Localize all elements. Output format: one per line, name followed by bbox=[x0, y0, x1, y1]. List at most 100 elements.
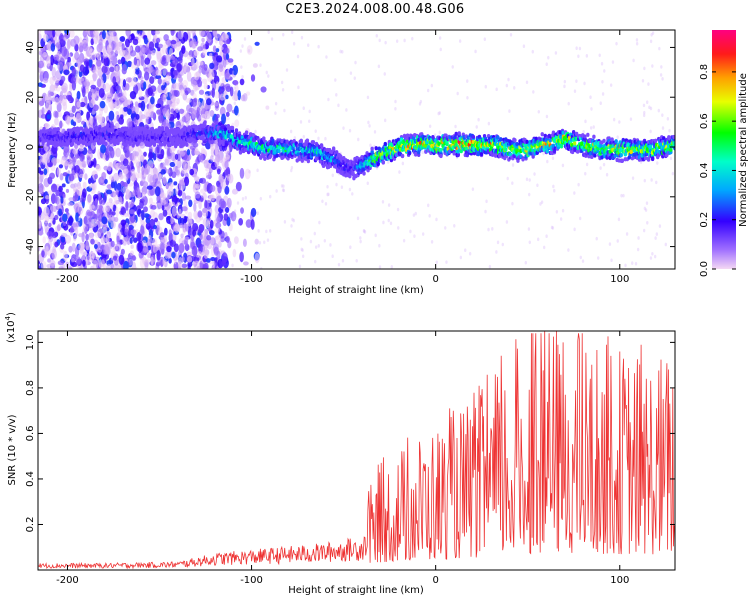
spectrogram-cell bbox=[127, 108, 132, 115]
spectrogram-cell bbox=[81, 120, 85, 125]
spectrogram-cell bbox=[44, 123, 49, 128]
spectrogram-cell bbox=[156, 249, 161, 261]
spectrogram-cell bbox=[257, 229, 260, 233]
spectrogram-cell bbox=[160, 243, 165, 253]
spectrogram-cell bbox=[40, 260, 47, 269]
spectrogram-cell bbox=[90, 218, 95, 229]
spectrogram-cell bbox=[290, 165, 294, 170]
spectrogram-cell bbox=[563, 79, 567, 84]
spectrogram-cell bbox=[169, 47, 174, 59]
spectrogram-cell bbox=[93, 157, 97, 168]
spectrogram-cell bbox=[241, 197, 245, 201]
spectrogram-cell bbox=[656, 161, 659, 165]
spectrogram-cell bbox=[631, 176, 635, 180]
spectrogram-cell bbox=[40, 113, 47, 119]
spectrogram-cell bbox=[487, 121, 491, 126]
spectrogram-cell bbox=[575, 46, 578, 51]
spectrogram-cell bbox=[66, 38, 71, 50]
spectrogram-cell bbox=[166, 109, 171, 121]
spectrogram-cell bbox=[186, 55, 193, 60]
spectrogram-cell bbox=[73, 202, 80, 213]
spectrogram-cell bbox=[224, 207, 230, 213]
spectrogram-cell bbox=[89, 79, 95, 86]
spectrogram-cell bbox=[132, 38, 139, 46]
spectrogram-cell bbox=[438, 130, 441, 135]
spectrogram-cell bbox=[366, 95, 370, 100]
spectrogram-cell bbox=[582, 130, 585, 134]
spectrogram-cell bbox=[239, 49, 243, 53]
spectrogram-cell bbox=[99, 100, 106, 109]
spectrogram-cell bbox=[166, 245, 172, 253]
spectrogram-cell bbox=[202, 48, 207, 56]
spectrogram-cell bbox=[217, 184, 222, 194]
spectrogram-cell bbox=[135, 53, 140, 60]
spectrogram-cell bbox=[156, 143, 160, 154]
spectrogram-cell bbox=[483, 37, 487, 42]
spectrogram-cell bbox=[326, 192, 329, 197]
spectrogram-cell bbox=[182, 79, 188, 89]
spectrogram-cell bbox=[141, 166, 145, 176]
spectrogram-cell bbox=[642, 103, 646, 108]
spectrogram-cell bbox=[155, 202, 162, 210]
spectrogram-cell bbox=[585, 54, 589, 58]
spectrogram-cell bbox=[134, 103, 139, 115]
spectrogram-cell bbox=[437, 111, 440, 116]
spectrogram-cell bbox=[244, 168, 251, 180]
spectrogram-cell bbox=[158, 212, 164, 221]
spectrogram-cell bbox=[119, 171, 124, 179]
spectrogram-cell bbox=[629, 117, 633, 121]
spectrogram-cell bbox=[140, 155, 145, 160]
spectrogram-cell bbox=[201, 99, 206, 108]
spectrogram-cell bbox=[168, 257, 172, 264]
spectrogram-cell bbox=[199, 61, 204, 66]
spectrogram-cell bbox=[235, 84, 239, 94]
spectrogram-cell bbox=[214, 35, 219, 44]
spectrogram-cell bbox=[89, 30, 94, 36]
spectrogram-cell bbox=[73, 165, 80, 174]
spectrogram-cell bbox=[240, 94, 246, 102]
spectrogram-cell bbox=[307, 43, 310, 48]
spectrogram-cell bbox=[146, 63, 153, 75]
spectrogram-cell bbox=[528, 240, 531, 245]
spectrogram-cell bbox=[622, 193, 625, 198]
spectrogram-cell bbox=[134, 144, 140, 152]
spectrogram-cell bbox=[94, 173, 98, 179]
spectrogram-cell bbox=[225, 111, 230, 117]
spectrogram-cell bbox=[260, 86, 267, 93]
spectrogram-cell bbox=[102, 53, 108, 59]
spectrogram-cell bbox=[225, 235, 230, 243]
spectrogram-cell bbox=[89, 48, 95, 56]
spectrogram-cell bbox=[458, 39, 462, 43]
spectrogram-cell bbox=[122, 106, 129, 112]
spectrogram-cell bbox=[445, 260, 448, 264]
spectrogram-cell bbox=[370, 146, 374, 151]
spectrogram-cell bbox=[314, 129, 317, 133]
spectrogram-cell bbox=[280, 184, 284, 188]
spectrogram-cell bbox=[281, 188, 285, 192]
spectrogram-cell bbox=[108, 175, 115, 181]
spectrogram-cell bbox=[231, 70, 235, 74]
spectrogram-cell bbox=[219, 175, 225, 183]
spectrogram-cell bbox=[637, 236, 640, 240]
spectrogram-cell bbox=[98, 38, 103, 46]
spectrogram-cell bbox=[107, 98, 113, 108]
spectrogram-cell bbox=[88, 58, 93, 68]
spectrogram-cell bbox=[197, 210, 203, 218]
spectrogram-cell bbox=[103, 56, 109, 67]
spectrogram-cell bbox=[111, 211, 116, 216]
spectrogram-cell bbox=[124, 148, 130, 158]
spectrogram-cell bbox=[133, 56, 138, 66]
spectrogram-cell bbox=[643, 66, 646, 71]
spectrogram-cell bbox=[113, 264, 120, 269]
spectrogram-cell bbox=[282, 188, 286, 193]
spectrogram-cell bbox=[601, 79, 604, 84]
spectrogram-cell bbox=[51, 66, 57, 78]
spectrogram-cell bbox=[178, 208, 182, 217]
spectrogram-cell bbox=[88, 177, 92, 185]
spectrogram-cell bbox=[130, 244, 134, 249]
spectrogram-cell bbox=[135, 113, 140, 120]
spectrogram-cell bbox=[154, 186, 161, 197]
spectrogram-cell bbox=[169, 161, 176, 167]
spectrogram-cell bbox=[62, 193, 66, 199]
